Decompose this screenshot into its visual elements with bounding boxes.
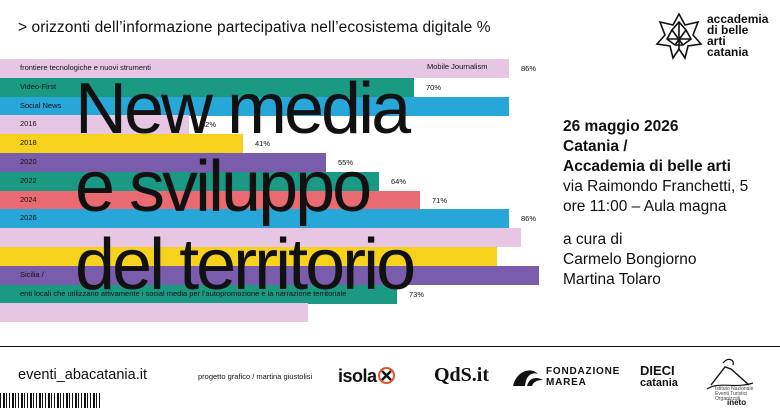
bar-1 [0,77,414,97]
bar-7 [0,190,420,210]
bar-percent-7: 71% [432,195,448,205]
ineto-logo: Istituto Nazionale Eventi Turistici Orga… [705,355,765,407]
bar-label-8: 2026 [20,213,37,223]
mobile-journalism-label: Mobile Journalism [427,62,488,71]
bar-9 [0,228,521,248]
bar-label-12: enti locali che utilizzano attivamente i… [20,288,347,298]
dieci-catania-logo: DIECI catania [640,364,678,390]
event-city: Catania / [563,138,628,155]
curators: a cura di Carmelo Bongiorno Martina Tola… [563,230,775,290]
academy-star-icon [655,12,703,60]
bar-label-1: Video-First [20,81,57,91]
academy-line-2: di belle [707,23,749,37]
bar-label-7: 2024 [20,194,37,204]
academy-line-1: accademia [707,12,769,26]
fondazione-marea-logo: FONDAZIONE MAREA [512,366,619,393]
curator-name-2: Martina Tolaro [563,271,661,288]
fondazione-line-2: MAREA [546,377,587,388]
bar-percent-6: 64% [391,176,407,186]
isola-x-icon [377,367,395,384]
bar-percent-12: 73% [409,289,425,299]
isola-logo-text: isola [338,366,377,386]
bar-10 [0,247,497,266]
bar-label-6: 2022 [20,175,37,185]
bar-label-2: Social News [20,100,62,110]
bar-5 [0,153,326,172]
academy-logo: accademia di belle arti catania [655,12,768,65]
footer-divider [0,346,780,347]
headline-line-3: del territorio [75,225,416,305]
ineto-small-text: Istituto Nazionale Eventi Turistici Orga… [715,386,754,402]
bar-6 [0,171,379,191]
bar-label-11: Sicilia / [20,269,44,279]
curators-intro: a cura di [563,231,623,248]
bar-11 [0,265,539,285]
bar-0 [0,59,509,78]
event-date: 26 maggio 2026 [563,118,679,135]
bar-label-0: frontiere tecnologiche e nuovi strumenti [20,63,151,72]
headline-line-2: e sviluppo [75,147,372,227]
event-details: 26 maggio 2026 Catania / Accademia di be… [563,117,775,217]
barcode-graphic [0,393,100,408]
bar-2 [0,96,509,116]
bar-12 [0,284,397,304]
event-time: ore 11:00 – Aula magna [563,198,727,215]
bar-percent-8: 86% [521,214,537,224]
bar-4 [0,134,243,154]
bar-label-5: 2020 [20,157,37,166]
wave-icon [513,370,543,386]
bar-label-3: 2016 [20,119,37,129]
bar-percent-5: 55% [338,158,354,167]
headline-line-1: New media [75,69,411,149]
bar-percent-4: 41% [255,139,271,149]
bar-percent-0: 86% [521,64,537,73]
fondazione-line-1: FONDAZIONE [546,366,621,377]
bar-3 [0,115,189,135]
ineto-name: ineto [727,398,747,407]
header-tagline: > orizzonti dell’informazione partecipat… [18,19,491,36]
etna-volcano-icon [706,358,754,390]
bar-percent-3: 32% [201,120,217,130]
dieci-text: DIECI [640,363,675,378]
curator-name-1: Carmelo Bongiorno [563,251,697,268]
dieci-subtext: catania [640,377,678,389]
isola-logo: isola [338,366,395,387]
event-address: via Raimondo Franchetti, 5 [563,178,749,195]
bar-percent-1: 70% [426,82,442,92]
bar-8 [0,209,509,229]
academy-line-3: arti [707,34,726,48]
bar-13 [0,303,308,323]
website-link[interactable]: eventi_abacatania.it [18,367,147,383]
bar-label-4: 2018 [20,138,37,148]
design-credit: progetto grafico / martina giustolisi [198,372,313,381]
qds-logo: QdS.it [434,364,490,386]
event-venue: Accademia di belle arti [563,158,731,175]
academy-line-4: catania [707,45,749,59]
